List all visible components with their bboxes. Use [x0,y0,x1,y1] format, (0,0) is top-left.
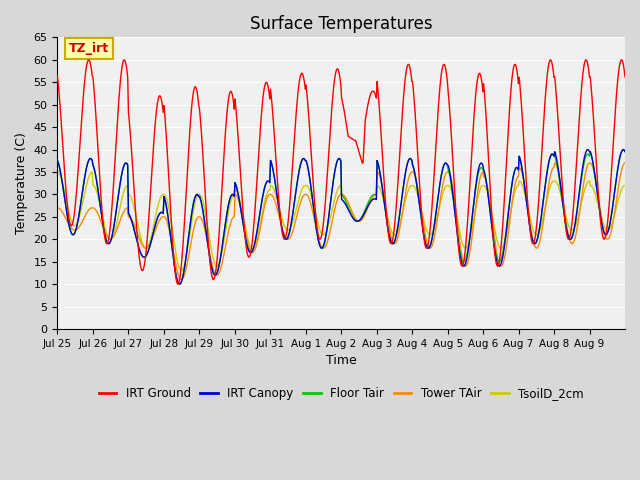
X-axis label: Time: Time [326,354,356,367]
Title: Surface Temperatures: Surface Temperatures [250,15,433,33]
Y-axis label: Temperature (C): Temperature (C) [15,132,28,234]
Text: TZ_irt: TZ_irt [68,42,109,55]
Legend: IRT Ground, IRT Canopy, Floor Tair, Tower TAir, TsoilD_2cm: IRT Ground, IRT Canopy, Floor Tair, Towe… [94,383,589,405]
